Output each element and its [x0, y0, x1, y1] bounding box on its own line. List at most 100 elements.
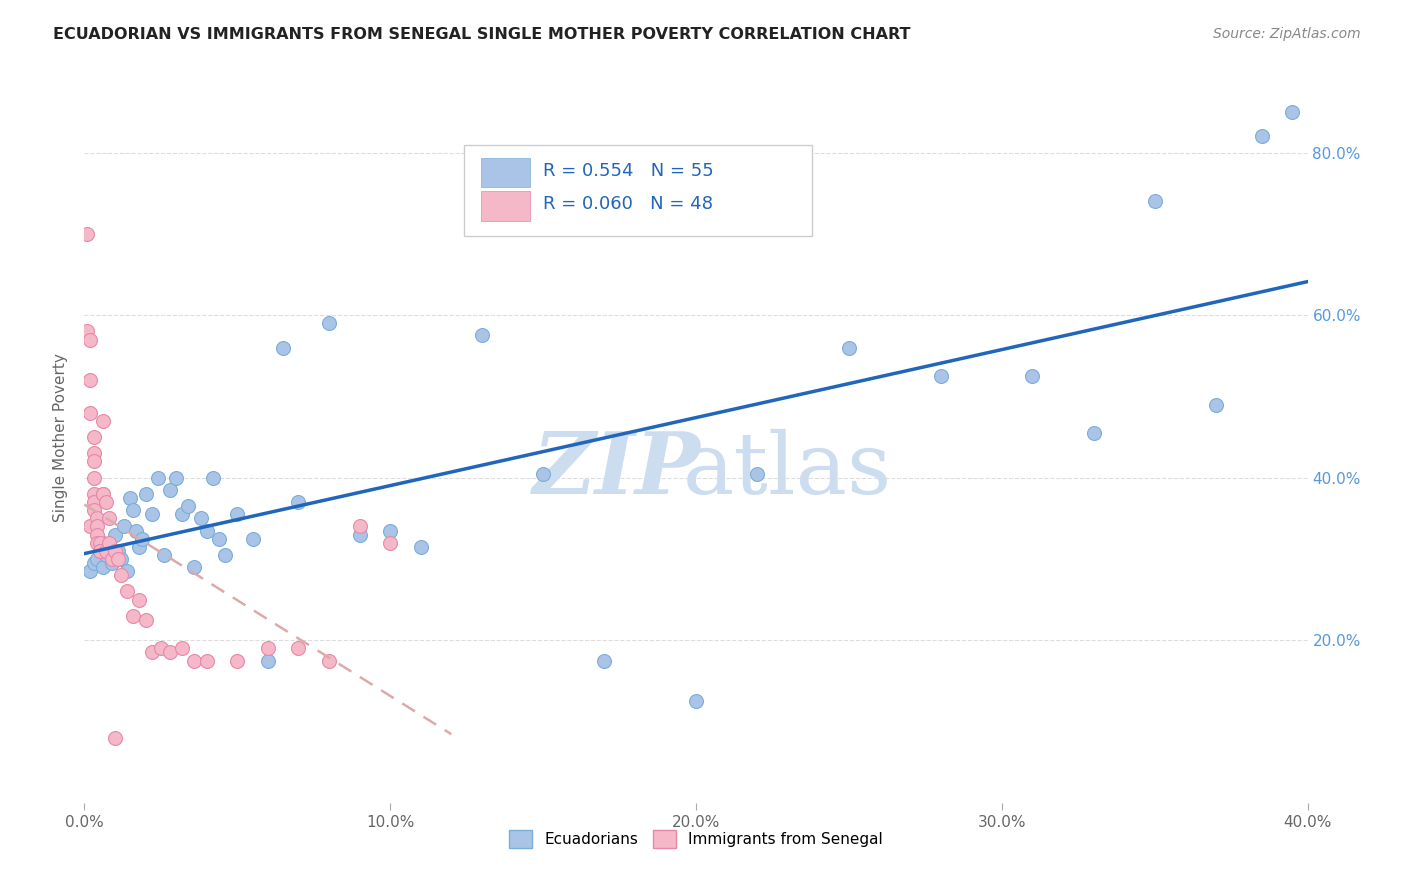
Point	[380, 535, 402, 549]
Point	[91, 487, 114, 501]
Point	[172, 641, 194, 656]
Point	[89, 544, 111, 558]
Point	[101, 556, 124, 570]
Point	[115, 564, 138, 578]
Point	[112, 519, 135, 533]
Text: Source: ZipAtlas.com: Source: ZipAtlas.com	[1213, 27, 1361, 41]
Point	[135, 613, 157, 627]
Point	[287, 641, 309, 656]
Point	[83, 495, 105, 509]
Point	[318, 316, 340, 330]
Point	[79, 373, 101, 387]
Point	[271, 341, 294, 355]
Point	[242, 532, 264, 546]
Point	[104, 544, 127, 558]
Point	[201, 471, 224, 485]
Point	[83, 503, 105, 517]
Point	[146, 471, 169, 485]
Point	[76, 325, 98, 339]
Point	[195, 524, 218, 538]
Point	[122, 608, 145, 623]
Point	[89, 544, 111, 558]
Text: ZIP: ZIP	[533, 428, 700, 512]
Point	[128, 592, 150, 607]
Point	[190, 511, 212, 525]
Point	[86, 519, 108, 533]
Point	[685, 694, 707, 708]
Point	[89, 535, 111, 549]
Point	[86, 552, 108, 566]
Point	[208, 532, 231, 546]
Point	[1021, 369, 1043, 384]
Point	[86, 511, 108, 525]
Point	[79, 406, 101, 420]
Point	[1205, 398, 1227, 412]
Point	[593, 654, 616, 668]
Point	[83, 430, 105, 444]
Point	[226, 508, 249, 522]
Text: ECUADORIAN VS IMMIGRANTS FROM SENEGAL SINGLE MOTHER POVERTY CORRELATION CHART: ECUADORIAN VS IMMIGRANTS FROM SENEGAL SI…	[53, 27, 911, 42]
Point	[172, 508, 194, 522]
Point	[195, 654, 218, 668]
Point	[929, 369, 952, 384]
Point	[86, 535, 108, 549]
Point	[159, 483, 181, 497]
Point	[94, 548, 117, 562]
Point	[83, 471, 105, 485]
Point	[86, 527, 108, 541]
Point	[349, 519, 371, 533]
Point	[104, 731, 127, 745]
Text: R = 0.554   N = 55: R = 0.554 N = 55	[543, 161, 714, 180]
Point	[91, 487, 114, 501]
Point	[318, 654, 340, 668]
Point	[471, 328, 494, 343]
Point	[91, 535, 114, 549]
FancyBboxPatch shape	[481, 191, 530, 220]
Point	[380, 524, 402, 538]
Point	[1083, 425, 1105, 440]
Y-axis label: Single Mother Poverty: Single Mother Poverty	[53, 352, 69, 522]
Point	[287, 495, 309, 509]
Point	[257, 641, 280, 656]
Point	[94, 544, 117, 558]
Point	[104, 527, 127, 541]
Point	[153, 548, 176, 562]
Point	[91, 560, 114, 574]
Point	[79, 333, 101, 347]
Point	[83, 454, 105, 468]
Point	[257, 654, 280, 668]
Point	[1250, 129, 1272, 144]
Point	[89, 544, 111, 558]
FancyBboxPatch shape	[464, 145, 813, 235]
Point	[183, 654, 205, 668]
Point	[107, 552, 129, 566]
Text: atlas: atlas	[683, 428, 893, 512]
Point	[149, 641, 172, 656]
Point	[165, 471, 187, 485]
Point	[79, 564, 101, 578]
Point	[94, 495, 117, 509]
Point	[838, 341, 860, 355]
Point	[159, 645, 181, 659]
Point	[141, 508, 163, 522]
Point	[76, 227, 98, 241]
Point	[531, 467, 554, 481]
Point	[83, 556, 105, 570]
Point	[349, 527, 371, 541]
Point	[747, 467, 769, 481]
Point	[120, 491, 142, 505]
Point	[97, 540, 120, 554]
Point	[128, 540, 150, 554]
Point	[97, 511, 120, 525]
Legend: Ecuadorians, Immigrants from Senegal: Ecuadorians, Immigrants from Senegal	[503, 824, 889, 854]
Point	[226, 654, 249, 668]
Point	[1281, 105, 1303, 120]
Point	[183, 560, 205, 574]
Point	[214, 548, 236, 562]
Point	[125, 524, 148, 538]
Point	[110, 568, 132, 582]
Point	[110, 552, 132, 566]
Point	[101, 552, 124, 566]
Point	[122, 503, 145, 517]
Point	[409, 540, 432, 554]
